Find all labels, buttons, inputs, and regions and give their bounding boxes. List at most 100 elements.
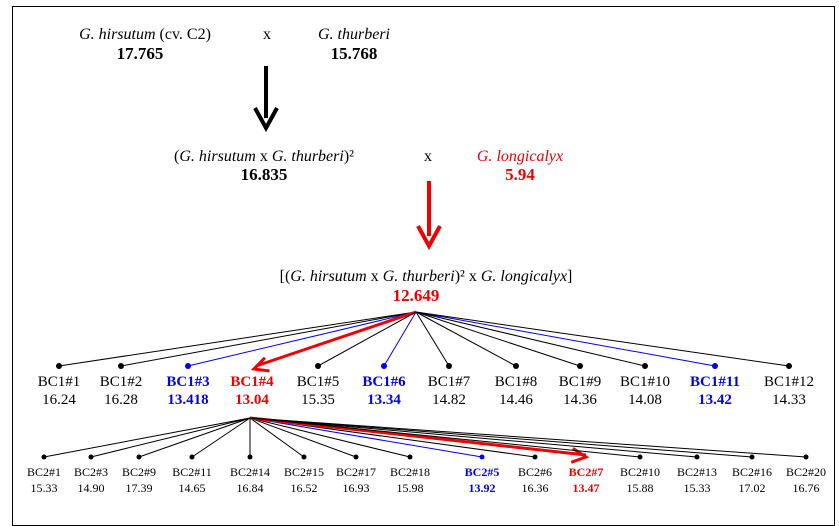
bc2-value: 13.92 — [468, 481, 496, 495]
bc1-edge — [415, 311, 581, 367]
bc2-value: 15.33 — [30, 481, 58, 495]
f1-name: [(G. hirsutum x G. thurberi)² x G. longi… — [279, 268, 573, 285]
cross2-x-symbol: x — [424, 148, 432, 165]
bc1-edge — [58, 311, 417, 367]
bc2-edge — [249, 417, 357, 458]
bc2-node-dot — [407, 454, 413, 460]
bc1-node-dot — [446, 363, 452, 369]
bc1-edge — [415, 311, 790, 367]
bc1-label: BC1#11 — [689, 374, 741, 390]
bc1-edge — [415, 311, 450, 367]
bc2-label: BC2#14 — [229, 465, 271, 479]
bc2-value: 15.88 — [626, 481, 654, 495]
bc1-edge — [415, 311, 646, 367]
bc2-node-dot — [749, 454, 755, 460]
bc2-value: 16.84 — [236, 481, 264, 495]
bc2-label: BC2#3 — [73, 465, 109, 479]
bc2-value: 16.36 — [521, 481, 549, 495]
bc2-node-dot — [353, 454, 359, 460]
bc1-label: BC1#8 — [494, 374, 538, 390]
bc2-label: BC2#16 — [731, 465, 773, 479]
bc2-label: BC2#18 — [389, 465, 431, 479]
bc2-value: 16.52 — [290, 481, 318, 495]
parent-c-value: 5.94 — [505, 165, 535, 184]
bc2-label: BC2#6 — [517, 465, 553, 479]
bc1-edge — [120, 311, 417, 367]
bc1-value: 13.418 — [167, 392, 209, 408]
f1-value: 12.649 — [392, 286, 440, 305]
bc1-value: 14.08 — [628, 392, 662, 408]
bc1-node-dot — [712, 363, 718, 369]
bc2-node-dot — [247, 454, 253, 460]
bc1-value: 14.33 — [772, 392, 806, 408]
bc2-node-dot — [803, 454, 809, 460]
bc2-edge — [249, 417, 305, 458]
bc2-label: BC2#17 — [335, 465, 377, 479]
bc2-node-dot — [136, 454, 142, 460]
bc2-label: BC2#1 — [26, 465, 62, 479]
bc1-node-dot — [118, 363, 124, 369]
bc2-value: 15.98 — [396, 481, 424, 495]
bc1-value: 13.04 — [235, 392, 269, 408]
parent-b-name: G. thurberi — [318, 26, 390, 43]
bc2-edge — [249, 417, 483, 458]
bc2-edge — [249, 417, 641, 458]
bc2-node-dot — [301, 454, 307, 460]
bc1-node-dot — [381, 363, 387, 369]
bc2-edge — [138, 417, 251, 458]
cross1-x-symbol: x — [263, 26, 271, 43]
bc2-node-dot — [41, 454, 47, 460]
bc1-label: BC1#2 — [99, 374, 143, 390]
bc2-node-dot — [637, 454, 643, 460]
bc2-label: BC2#13 — [676, 465, 718, 479]
bc1-value: 14.82 — [432, 392, 466, 408]
bc1-edge — [415, 311, 517, 367]
parent-a-value: 17.765 — [116, 44, 164, 63]
hybrid-value: 16.835 — [240, 165, 288, 184]
bc2-edge — [249, 417, 807, 458]
bc2-edge — [249, 417, 698, 458]
bc1-label: BC1#9 — [558, 374, 602, 390]
bc1-edge — [383, 311, 417, 367]
bc2-label: BC2#10 — [619, 465, 661, 479]
bc1-label: BC1#1 — [37, 374, 81, 390]
bc2-value: 15.33 — [683, 481, 711, 495]
bc2-edge — [191, 417, 251, 458]
bc2-label: BC2#15 — [283, 465, 325, 479]
bc2-edge — [249, 417, 411, 458]
bc2-node-dot — [189, 454, 195, 460]
bc1-node-dot — [185, 363, 191, 369]
bc2-edge — [43, 417, 251, 458]
bc1-value: 16.24 — [42, 392, 76, 408]
cross1-arrow — [253, 66, 279, 133]
bc1-node-dot — [642, 363, 648, 369]
bc2-edge — [90, 417, 251, 458]
bc2-value: 16.76 — [792, 481, 820, 495]
parent-c-name: G. longicalyx — [476, 148, 564, 165]
bc2-label: BC2#11 — [172, 465, 212, 479]
bc2-label: BC2#7 — [568, 465, 604, 479]
bc1-label: BC1#10 — [619, 374, 671, 390]
bc1-edge — [415, 311, 716, 367]
bc1-value: 15.35 — [301, 392, 335, 408]
bc1-label: BC1#5 — [296, 374, 340, 390]
bc1-label: BC1#12 — [763, 374, 815, 390]
bc1-edge — [187, 311, 417, 367]
bc1-node-dot — [56, 363, 62, 369]
bc2-node-dot — [532, 454, 538, 460]
bc2-value: 14.90 — [77, 481, 105, 495]
bc2-value: 17.02 — [738, 481, 766, 495]
bc2-value: 13.47 — [572, 481, 600, 495]
bc1-label: BC1#7 — [427, 374, 471, 390]
bc2-node-dot — [88, 454, 94, 460]
bc1-value: 14.46 — [499, 392, 533, 408]
bc1-value: 13.34 — [367, 392, 401, 408]
bc2-arrowhead — [570, 447, 590, 464]
bc2-node-dot — [694, 454, 700, 460]
bc2-value: 17.39 — [125, 481, 153, 495]
bc2-edge — [249, 416, 587, 457]
bc1-value: 16.28 — [104, 392, 138, 408]
cross2-arrow — [416, 181, 442, 251]
